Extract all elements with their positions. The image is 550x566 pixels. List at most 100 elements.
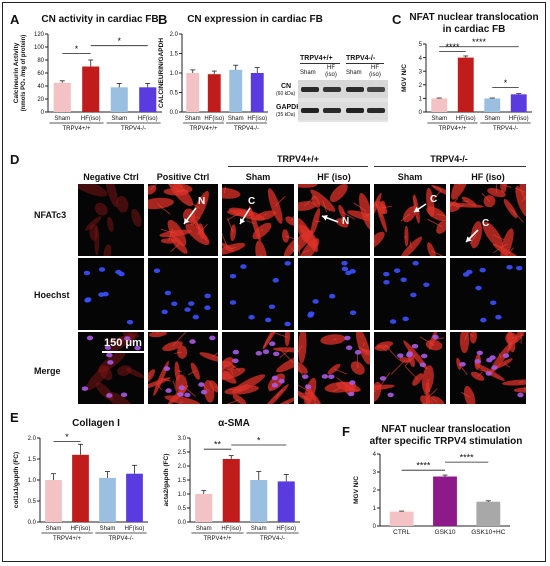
nucleus [106,393,113,398]
micrograph-hoechst-negative-ctrl [78,258,144,330]
micrograph-nfatc3-wt-hf: N [298,184,370,256]
y-tick-label: 2.0 [178,464,187,470]
x-category-label: HF(iso) [71,526,91,532]
x-category-label: HF(iso) [276,526,296,532]
nucleus [240,264,247,269]
nucleus [341,266,349,272]
cell-body [330,184,348,202]
y-tick-label: 0 [419,110,423,116]
cell-process [160,377,172,382]
cell-process [427,218,443,228]
y-tick-label: 0.0 [170,110,179,116]
cell-process [400,213,411,222]
nucleus [134,345,141,351]
cell-process [419,336,435,346]
cell-process [332,338,337,340]
panel-c-title-2: in cardiac FB [442,24,506,35]
x-category-label: HF(iso) [81,116,101,122]
bar [207,74,221,112]
annotation-letter: C [248,196,255,207]
bar [139,87,157,112]
bar [457,57,474,112]
cell-process [222,233,229,248]
cell-body [347,210,370,223]
cell-body [456,357,462,370]
micrograph-canvas: C [374,184,446,256]
panel-a-chart: 0 20 40 60 80 100 120 Sham HF(iso) Sham HF(iso) TRP… [13,32,162,132]
blot-row-gapdh-kda: (35 kDa) [276,112,296,118]
cell-process [427,379,430,393]
bar [250,480,268,522]
cell-process [422,401,428,404]
significance-stars: * [504,78,508,88]
panel-label-c: C [392,12,402,27]
cell-process [477,371,483,377]
y-tick-label: 1 [419,97,423,103]
nucleus [269,341,276,347]
figure-frame [2,2,546,562]
cell-body [425,382,431,404]
nucleus [345,270,352,276]
cell-process [333,368,348,375]
cell-process [170,243,180,253]
nucleus [479,267,486,273]
cell-process [286,402,290,404]
cell-process [431,184,443,191]
bar [53,82,71,112]
nucleus [412,260,419,266]
cell-body [107,216,114,232]
nucleus [232,358,239,364]
cell-process [381,347,388,352]
cell-process [450,197,459,208]
panel-f-chart: 0 1 2 3 4 CTRL GSK10 GSK10+HC MGV N/C **** **** [353,452,510,536]
cell-process [374,203,376,207]
cell-process [192,203,200,209]
y-tick-label: 1.5 [178,478,187,484]
x-category-label: HF(iso) [247,116,267,122]
cell-process [518,381,524,384]
x-category-label: Sham [484,116,500,122]
cell-body [436,219,446,234]
cell-process [404,365,419,380]
y-tick-label: 20 [37,97,44,103]
x-category-label: HF(iso) [456,116,476,122]
cell-process [187,370,196,376]
cell-process [223,186,226,194]
x-category-label: Sham [111,116,127,122]
cell-body [267,188,283,224]
panel-e-left-chart: 0.0 0.5 1.0 1.5 2.0 Sham HF(iso) Sham HF(iso) TRP… [13,432,148,542]
y-tick-label: 0.0 [28,520,37,526]
nucleus [262,349,270,354]
group-label: TRPV4+/+ [62,126,91,132]
cell-body [451,184,470,200]
nucleus [106,352,113,358]
x-category-label: CTRL [393,529,410,536]
nucleus [349,380,356,385]
cell-process [246,220,256,225]
cell-process [176,189,185,193]
nucleus [120,392,128,398]
cell-body [94,202,108,216]
bar [45,480,62,522]
cell-body [276,353,294,373]
y-axis-label: col1a1/gapdh (FC) [13,452,20,508]
panel-e-left-title: Collagen I [72,418,120,429]
cell-body [283,237,294,256]
cell-process [358,346,369,353]
bar [72,454,89,522]
bar [476,501,501,526]
nucleus [200,389,208,395]
cell-body [298,184,318,188]
column-ko-sham: Sham [397,172,423,182]
x-category-label: Sham [251,526,267,532]
annotation-arrowhead [240,218,246,224]
cell-process [429,190,442,203]
significance-stars: * [117,36,121,46]
micrograph-merge-wt-hf [298,332,370,404]
micrograph-hoechst-wt-sham [222,258,294,330]
cell-body [310,208,321,236]
cell-process [464,332,469,341]
cell-process [427,388,438,399]
cell-body [400,236,423,256]
nucleus [204,293,211,299]
